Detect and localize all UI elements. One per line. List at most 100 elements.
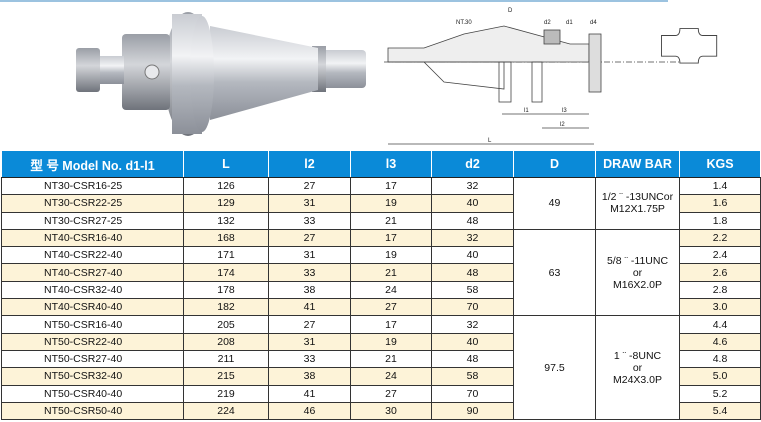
cell-L: 132: [183, 211, 269, 230]
cell-model: NT30-CSR22-25: [1, 194, 184, 213]
cell-model: NT50-CSR50-40: [1, 401, 184, 421]
table-row: NT40-CSR27-40 174 33 21 48 2.6: [1, 263, 761, 282]
header-D: D: [513, 150, 596, 178]
draw-bar-line: M16X2.0P: [612, 278, 663, 291]
cell-L: 205: [183, 315, 269, 334]
cell-D: 63: [513, 228, 596, 317]
cell-d2: 58: [431, 367, 514, 386]
cell-model: NT30-CSR27-25: [1, 211, 184, 230]
draw-bar-line: 1 ¨ -8UNC: [613, 349, 662, 362]
drawing-label-d1: d1: [566, 20, 573, 26]
cell-l2: 41: [268, 384, 351, 403]
cell-l2: 31: [268, 246, 351, 265]
header-l2: l2: [268, 150, 351, 178]
cell-kgs: 1.6: [679, 194, 761, 213]
cell-L: 126: [183, 176, 269, 196]
cell-d2: 32: [431, 176, 514, 196]
table-row: NT30-CSR27-25 132 33 21 48 1.8: [1, 211, 761, 230]
draw-bar-line: 5/8 ¨ -11UNC: [606, 254, 669, 267]
drawing-label-L: L: [488, 138, 492, 144]
cell-d2: 32: [431, 315, 514, 334]
cell-kgs: 2.4: [679, 246, 761, 265]
cell-d2: 48: [431, 263, 514, 282]
cell-l3: 19: [350, 246, 432, 265]
cell-model: NT40-CSR16-40: [1, 228, 184, 248]
cell-model: NT50-CSR32-40: [1, 367, 184, 386]
cell-L: 215: [183, 367, 269, 386]
cell-L: 211: [183, 349, 269, 369]
drawing-label-taper: NT.30: [456, 20, 472, 26]
cell-L: 178: [183, 280, 269, 300]
table-row: NT40-CSR32-40 178 38 24 58 2.8: [1, 280, 761, 300]
cell-l2: 31: [268, 332, 351, 351]
cell-d2: 40: [431, 332, 514, 351]
cell-d2: 40: [431, 246, 514, 265]
cell-draw-bar: 5/8 ¨ -11UNC or M16X2.0P: [595, 228, 680, 317]
cell-d2: 70: [431, 384, 514, 403]
draw-bar-line: or: [632, 266, 643, 279]
cell-l3: 17: [350, 176, 432, 196]
cell-l2: 31: [268, 194, 351, 213]
cell-d2: 40: [431, 194, 514, 213]
cell-l3: 21: [350, 211, 432, 230]
table-row: NT50-CSR32-40 215 38 24 58 5.0: [1, 367, 761, 386]
cell-kgs: 1.8: [679, 211, 761, 230]
cell-L: 168: [183, 228, 269, 248]
top-divider: [0, 0, 668, 2]
cell-l3: 27: [350, 384, 432, 403]
draw-bar-line: M24X3.0P: [612, 373, 663, 386]
drawing-label-l3: l3: [562, 108, 567, 114]
technical-drawing: NT.30 D d2 d1 d4 l1 l3 l2 L: [384, 8, 718, 145]
cell-model: NT50-CSR16-40: [1, 315, 184, 334]
cell-model: NT30-CSR16-25: [1, 176, 184, 196]
cell-L: 219: [183, 384, 269, 403]
header-d2: d2: [431, 150, 514, 178]
table-row: NT50-CSR16-40 205 27 17 32 97.5 1 ¨ -8UNC or M24…: [1, 315, 761, 421]
cell-l2: 33: [268, 349, 351, 369]
cell-L: 174: [183, 263, 269, 282]
cell-l2: 33: [268, 211, 351, 230]
header-draw-bar: DRAW BAR: [595, 150, 680, 178]
cell-kgs: 5.4: [679, 401, 761, 421]
tool-holder-photo: [76, 12, 366, 136]
header-l3: l3: [350, 150, 432, 178]
header-model: 型 号 Model No. d1-l1: [1, 150, 184, 178]
drawing-label-d4: d4: [590, 20, 597, 26]
table-row: NT40-CSR40-40 182 41 27 70 3.0: [1, 298, 761, 317]
header-kgs: KGS: [679, 150, 761, 178]
cell-l2: 27: [268, 176, 351, 196]
cell-L: 208: [183, 332, 269, 351]
drawing-label-l2: l2: [560, 122, 565, 128]
cell-L: 182: [183, 298, 269, 317]
cell-l3: 27: [350, 298, 432, 317]
cell-kgs: 2.6: [679, 263, 761, 282]
cell-d2: 90: [431, 401, 514, 421]
cell-model: NT50-CSR22-40: [1, 332, 184, 351]
cell-model: NT40-CSR22-40: [1, 246, 184, 265]
cell-L: 224: [183, 401, 269, 421]
cell-d2: 32: [431, 228, 514, 248]
cell-kgs: 5.0: [679, 367, 761, 386]
table-row: NT50-CSR40-40 219 41 27 70 5.2: [1, 384, 761, 403]
draw-bar-line: 1/2 ¨ -13UNCor: [601, 191, 674, 204]
cell-model: NT40-CSR32-40: [1, 280, 184, 300]
cell-kgs: 4.6: [679, 332, 761, 351]
cell-l3: 21: [350, 263, 432, 282]
cell-l2: 27: [268, 228, 351, 248]
draw-bar-line: or: [632, 361, 643, 374]
cell-l2: 38: [268, 280, 351, 300]
cell-l3: 19: [350, 332, 432, 351]
drawing-label-l1: l1: [524, 108, 529, 114]
cell-kgs: 4.8: [679, 349, 761, 369]
cell-kgs: 2.2: [679, 228, 761, 248]
cell-l3: 17: [350, 315, 432, 334]
cell-model: NT40-CSR27-40: [1, 263, 184, 282]
cell-l2: 33: [268, 263, 351, 282]
drawing-label-d2: d2: [544, 20, 551, 26]
cell-L: 171: [183, 246, 269, 265]
table-row: NT40-CSR16-40 168 27 17 32 63 5/8 ¨ -11UNC or M1…: [1, 228, 761, 317]
table-row: NT50-CSR50-40 224 46 30 90 5.4: [1, 401, 761, 421]
cell-model: NT40-CSR40-40: [1, 298, 184, 317]
